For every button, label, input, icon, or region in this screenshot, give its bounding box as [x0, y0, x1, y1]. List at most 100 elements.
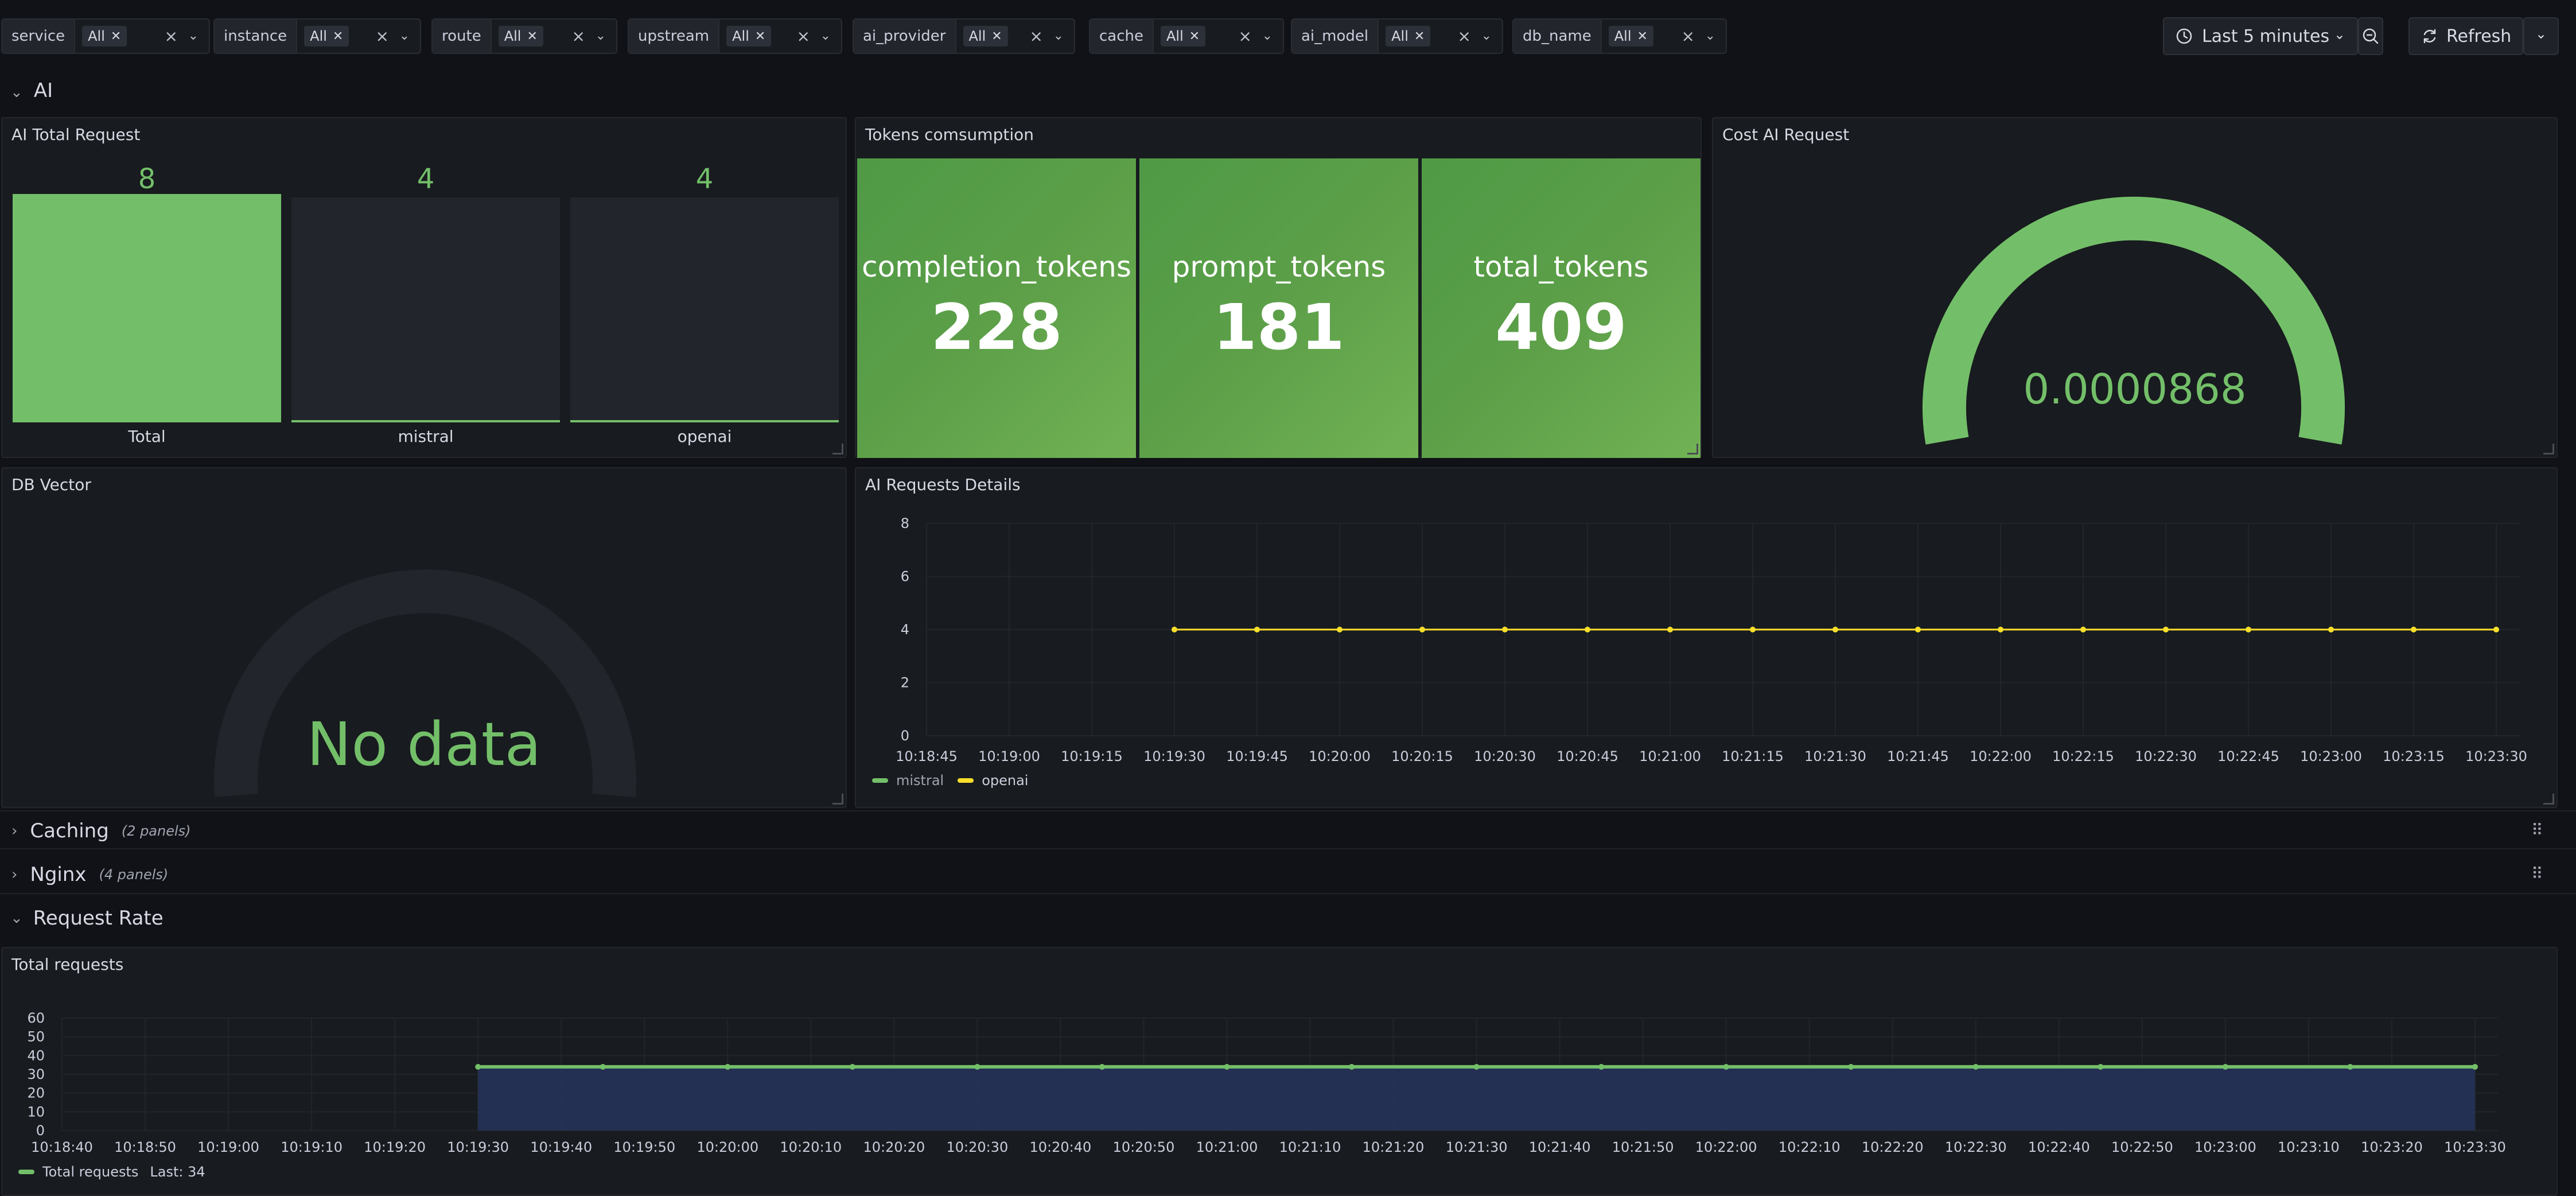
- variable-route[interactable]: route All ✕ × ⌄: [431, 18, 617, 54]
- variable-value[interactable]: All ✕ × ⌄: [1379, 20, 1502, 53]
- chevron-down-icon[interactable]: ⌄: [1705, 29, 1715, 43]
- data-point[interactable]: [1254, 627, 1260, 632]
- row-title[interactable]: Caching: [30, 820, 109, 842]
- chevron-down-icon[interactable]: ⌄: [595, 29, 606, 43]
- variable-value[interactable]: All ✕ × ⌄: [1602, 20, 1726, 53]
- data-point[interactable]: [2328, 627, 2334, 632]
- data-point[interactable]: [600, 1063, 606, 1070]
- remove-icon[interactable]: ✕: [110, 29, 122, 44]
- value-chip[interactable]: All ✕: [1386, 26, 1431, 46]
- data-point[interactable]: [1750, 627, 1756, 632]
- row-nginx-header[interactable]: › Nginx (4 panels): [11, 863, 168, 886]
- chevron-down-icon[interactable]: ⌄: [10, 84, 23, 101]
- refresh-interval-dropdown[interactable]: ⌄: [2523, 17, 2559, 55]
- clear-icon[interactable]: ×: [1681, 26, 1695, 46]
- value-chip[interactable]: All ✕: [498, 26, 543, 46]
- data-point[interactable]: [1667, 627, 1673, 632]
- variable-service[interactable]: service All ✕ × ⌄: [1, 18, 210, 54]
- data-point[interactable]: [1723, 1063, 1729, 1070]
- chevron-down-icon[interactable]: ⌄: [1481, 29, 1492, 43]
- panel-title[interactable]: AI Total Request: [11, 125, 141, 144]
- data-point[interactable]: [475, 1063, 481, 1070]
- zoom-out-button[interactable]: [2358, 17, 2383, 55]
- remove-icon[interactable]: ✕: [1189, 29, 1200, 44]
- clear-icon[interactable]: ×: [1029, 26, 1043, 46]
- row-title[interactable]: Nginx: [30, 863, 87, 886]
- panel-title[interactable]: DB Vector: [11, 475, 91, 494]
- variable-cache[interactable]: cache All ✕ × ⌄: [1089, 18, 1284, 54]
- refresh-button[interactable]: Refresh: [2408, 17, 2523, 55]
- time-series-chart[interactable]: 0 10 20 30 40 50 60 10:18:40 10:18:50 10:19:00 10:…: [2, 948, 2556, 1195]
- data-point[interactable]: [2080, 627, 2086, 632]
- clear-icon[interactable]: ×: [164, 26, 178, 46]
- clear-icon[interactable]: ×: [796, 26, 810, 46]
- drag-handle-icon[interactable]: ⠿: [2531, 864, 2543, 883]
- remove-icon[interactable]: ✕: [1637, 29, 1648, 44]
- chevron-right-icon[interactable]: ›: [11, 866, 18, 883]
- variable-value[interactable]: All ✕ × ⌄: [1154, 20, 1283, 53]
- time-series-chart[interactable]: 0 2 4 6 8 10:18:45 10:19:00 10:19:15 10:19:30 10:…: [856, 468, 2556, 807]
- data-point[interactable]: [1473, 1063, 1480, 1070]
- data-point[interactable]: [1337, 627, 1343, 632]
- row-title[interactable]: Request Rate: [33, 907, 164, 930]
- variable-instance[interactable]: instance All ✕ × ⌄: [213, 18, 421, 54]
- data-point[interactable]: [1224, 1063, 1230, 1070]
- bar-fill[interactable]: [291, 420, 560, 422]
- panel-title[interactable]: Tokens comsumption: [865, 125, 1034, 144]
- clear-icon[interactable]: ×: [375, 26, 389, 46]
- variable-db-name[interactable]: db_name All ✕ × ⌄: [1512, 18, 1727, 54]
- chevron-down-icon[interactable]: ⌄: [1053, 29, 1064, 43]
- data-point[interactable]: [1585, 627, 1590, 632]
- remove-icon[interactable]: ✕: [332, 29, 344, 44]
- data-point[interactable]: [1972, 1063, 1979, 1070]
- clear-icon[interactable]: ×: [571, 26, 585, 46]
- row-title[interactable]: AI: [33, 79, 53, 102]
- data-point[interactable]: [1915, 627, 1921, 632]
- data-point[interactable]: [1419, 627, 1425, 632]
- remove-icon[interactable]: ✕: [754, 29, 766, 44]
- chevron-right-icon[interactable]: ›: [11, 822, 18, 840]
- data-point[interactable]: [2163, 627, 2169, 632]
- resize-handle[interactable]: [832, 444, 843, 455]
- data-point[interactable]: [1502, 627, 1508, 632]
- row-caching-header[interactable]: › Caching (2 panels): [11, 820, 191, 842]
- value-chip[interactable]: All ✕: [82, 26, 127, 46]
- row-ai-header[interactable]: ⌄ AI: [10, 79, 53, 102]
- panel-title[interactable]: AI Requests Details: [865, 475, 1021, 494]
- clear-icon[interactable]: ×: [1457, 26, 1471, 46]
- chevron-down-icon[interactable]: ⌄: [188, 29, 199, 43]
- resize-handle[interactable]: [2543, 794, 2554, 805]
- remove-icon[interactable]: ✕: [527, 29, 538, 44]
- row-request-rate-header[interactable]: ⌄ Request Rate: [10, 907, 164, 930]
- clear-icon[interactable]: ×: [1238, 26, 1252, 46]
- chevron-down-icon[interactable]: ⌄: [820, 29, 831, 43]
- bar-fill[interactable]: [13, 194, 281, 422]
- variable-value[interactable]: All ✕ × ⌄: [719, 20, 841, 53]
- value-chip[interactable]: All ✕: [726, 26, 772, 46]
- data-point[interactable]: [725, 1063, 731, 1070]
- value-chip[interactable]: All ✕: [963, 26, 1008, 46]
- data-point[interactable]: [849, 1063, 855, 1070]
- legend-item-openai[interactable]: openai: [982, 772, 1029, 789]
- data-point[interactable]: [2098, 1063, 2104, 1070]
- data-point[interactable]: [2222, 1063, 2228, 1070]
- data-point[interactable]: [1832, 627, 1838, 632]
- chevron-down-icon[interactable]: ⌄: [1262, 29, 1273, 43]
- bar-fill[interactable]: [570, 420, 839, 422]
- chevron-down-icon[interactable]: ⌄: [399, 29, 410, 43]
- legend-item-mistral[interactable]: mistral: [896, 772, 944, 789]
- data-point[interactable]: [2347, 1063, 2353, 1070]
- resize-handle[interactable]: [832, 794, 843, 805]
- variable-upstream[interactable]: upstream All ✕ × ⌄: [628, 18, 842, 54]
- variable-ai-model[interactable]: ai_model All ✕ × ⌄: [1291, 18, 1503, 54]
- panel-title[interactable]: Cost AI Request: [1722, 125, 1850, 144]
- value-chip[interactable]: All ✕: [1608, 26, 1653, 46]
- remove-icon[interactable]: ✕: [991, 29, 1002, 44]
- variable-value[interactable]: All ✕ × ⌄: [492, 20, 616, 53]
- chevron-down-icon[interactable]: ⌄: [10, 910, 23, 927]
- data-point[interactable]: [2493, 627, 2499, 632]
- data-point[interactable]: [2472, 1063, 2478, 1070]
- remove-icon[interactable]: ✕: [1414, 29, 1425, 44]
- data-point[interactable]: [1848, 1063, 1854, 1070]
- panel-title[interactable]: Total requests: [11, 955, 124, 974]
